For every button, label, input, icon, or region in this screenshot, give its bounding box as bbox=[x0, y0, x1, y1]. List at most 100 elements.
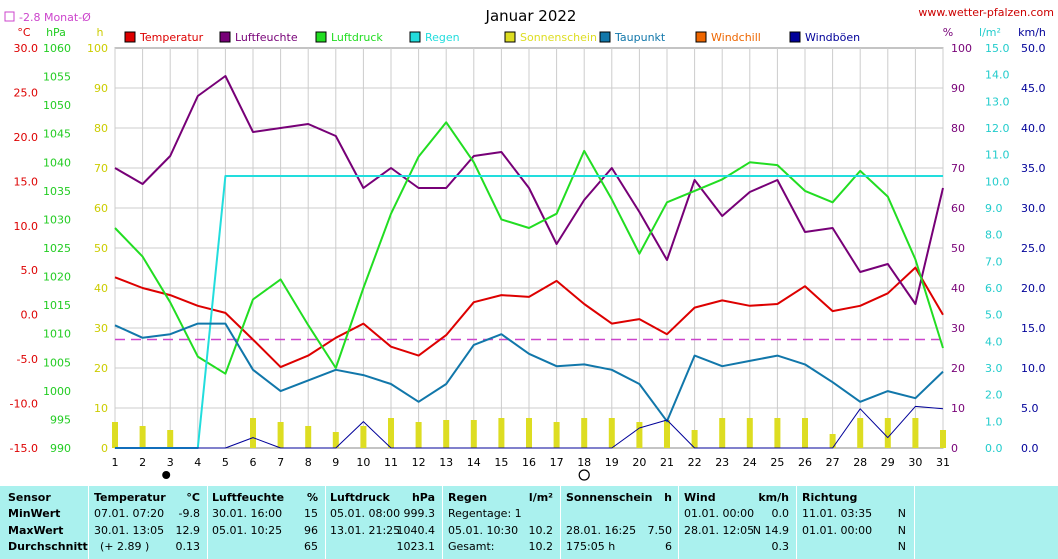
sunshine-bar bbox=[802, 418, 808, 448]
sunshine-bar bbox=[498, 418, 505, 448]
pressure-axis-label: hPa bbox=[46, 26, 66, 39]
table-cell-date: 07.01. 07:20 bbox=[94, 507, 165, 520]
table-cell-value: 999.3 bbox=[403, 507, 436, 520]
humidity-tick-label: 90 bbox=[951, 82, 965, 95]
humidity-line bbox=[114, 75, 944, 305]
humidity-tick-label: 80 bbox=[951, 122, 965, 135]
sunshine-bar bbox=[774, 418, 781, 448]
x-tick-label: 19 bbox=[605, 456, 619, 469]
humidity-tick-label: 40 bbox=[951, 282, 965, 295]
table-cell-date: 28.01. 16:25 bbox=[566, 524, 637, 537]
sunshine-tick-label: 50 bbox=[94, 242, 108, 255]
sunshine-bar bbox=[112, 422, 118, 448]
rain-tick-label: 3.0 bbox=[985, 362, 1003, 375]
table-cell-date: 28.01. 12:05 bbox=[684, 524, 755, 537]
humidity-tick-label: 100 bbox=[951, 42, 972, 55]
humidity-tick-label: 50 bbox=[951, 242, 965, 255]
table-row-label: Durchschnitt bbox=[8, 540, 88, 553]
table-header-5: Wind bbox=[684, 491, 716, 504]
rain-tick-label: 10.0 bbox=[985, 175, 1010, 188]
rain-tick-label: 6.0 bbox=[985, 282, 1003, 295]
pressure-tick-label: 1000 bbox=[43, 385, 71, 398]
x-tick-label: 6 bbox=[250, 456, 257, 469]
table-cell-value: 96 bbox=[304, 524, 318, 537]
wind-axis-label: km/h bbox=[1018, 26, 1046, 39]
table-cell-value: 0.13 bbox=[175, 540, 201, 553]
rain-tick-label: 12.0 bbox=[985, 122, 1010, 135]
pressure-tick-label: 1045 bbox=[43, 128, 71, 141]
legend-label: Windchill bbox=[711, 31, 761, 44]
legend-swatch bbox=[695, 31, 707, 43]
pressure-tick-label: 1050 bbox=[43, 99, 71, 112]
x-tick-label: 30 bbox=[908, 456, 922, 469]
table-header-3: Regen bbox=[448, 491, 488, 504]
x-tick-label: 27 bbox=[826, 456, 840, 469]
sunshine-bar bbox=[884, 418, 891, 448]
table-header-unit: hPa bbox=[411, 491, 435, 504]
sunshine-tick-label: 20 bbox=[94, 362, 108, 375]
rain-tick-label: 4.0 bbox=[985, 335, 1003, 348]
sunshine-tick-label: 100 bbox=[87, 42, 108, 55]
sunshine-bar bbox=[470, 420, 477, 448]
x-tick-label: 17 bbox=[550, 456, 564, 469]
x-tick-label: 29 bbox=[881, 456, 895, 469]
legend-swatch bbox=[124, 31, 136, 43]
table-divider bbox=[678, 486, 679, 559]
x-tick-label: 12 bbox=[412, 456, 426, 469]
legend-swatch bbox=[789, 31, 801, 43]
sunshine-bar bbox=[167, 430, 174, 448]
wind-tick-label: 0.0 bbox=[1021, 442, 1039, 455]
table-divider bbox=[325, 486, 326, 559]
humidity-tick-label: 10 bbox=[951, 402, 965, 415]
sunshine-tick-label: 10 bbox=[94, 402, 108, 415]
table-cell-value: N bbox=[897, 540, 906, 553]
x-tick-label: 20 bbox=[632, 456, 646, 469]
table-divider bbox=[796, 486, 797, 559]
table-header-4: Sonnenschein bbox=[566, 491, 653, 504]
table-row-label: MinWert bbox=[8, 507, 61, 520]
table-cell-date: (+ 2.89 ) bbox=[100, 540, 150, 553]
monthly-weather-chart: 30.025.020.015.010.05.00.0-5.0-10.0-15.0… bbox=[4, 6, 1054, 481]
table-header-2: Luftdruck bbox=[330, 491, 390, 504]
pressure-tick-label: 995 bbox=[50, 413, 71, 426]
pressure-tick-label: 1035 bbox=[43, 185, 71, 198]
pressure-tick-label: 1005 bbox=[43, 356, 71, 369]
chart-title: Januar 2022 bbox=[485, 7, 577, 25]
sunshine-axis-label: h bbox=[97, 26, 104, 39]
legend-label: Regen bbox=[425, 31, 460, 44]
table-cell-value: N bbox=[897, 507, 906, 520]
x-tick-label: 25 bbox=[770, 456, 784, 469]
rain-tick-label: 2.0 bbox=[985, 389, 1003, 402]
x-tick-label: 28 bbox=[853, 456, 867, 469]
sunshine-tick-label: 90 bbox=[94, 82, 108, 95]
temp-axis-label: °C bbox=[17, 26, 31, 39]
site-url: www.wetter-pfalzen.com bbox=[918, 6, 1054, 19]
table-cell-date: 13.01. 21:25 bbox=[330, 524, 401, 537]
humidity-tick-label: 70 bbox=[951, 162, 965, 175]
pressure-tick-label: 1060 bbox=[43, 42, 71, 55]
sunshine-bar bbox=[415, 422, 422, 448]
sunshine-bar bbox=[940, 430, 946, 448]
table-header-unit: h bbox=[664, 491, 672, 504]
x-tick-label: 2 bbox=[139, 456, 146, 469]
temp-tick-label: 20.0 bbox=[14, 131, 39, 144]
wind-tick-label: 15.0 bbox=[1021, 322, 1046, 335]
sunshine-bar bbox=[277, 422, 284, 448]
x-tick-label: 15 bbox=[494, 456, 508, 469]
sunshine-bar bbox=[443, 420, 450, 448]
table-header-unit: km/h bbox=[758, 491, 789, 504]
table-cell-value: 10.2 bbox=[528, 540, 554, 553]
legend-swatch bbox=[219, 31, 231, 43]
table-cell-date: Gesamt: bbox=[448, 540, 495, 553]
x-tick-label: 21 bbox=[660, 456, 674, 469]
sunshine-bar bbox=[332, 432, 339, 448]
temp-tick-label: -5.0 bbox=[17, 353, 38, 366]
avg-line-legend-box bbox=[4, 11, 15, 22]
sunshine-tick-label: 80 bbox=[94, 122, 108, 135]
table-cell-value: -9.8 bbox=[178, 507, 200, 520]
rain-tick-label: 15.0 bbox=[985, 42, 1010, 55]
x-tick-label: 18 bbox=[577, 456, 591, 469]
sunshine-bar bbox=[608, 418, 615, 448]
sunshine-bar bbox=[912, 418, 919, 448]
sunshine-bar bbox=[250, 418, 256, 448]
